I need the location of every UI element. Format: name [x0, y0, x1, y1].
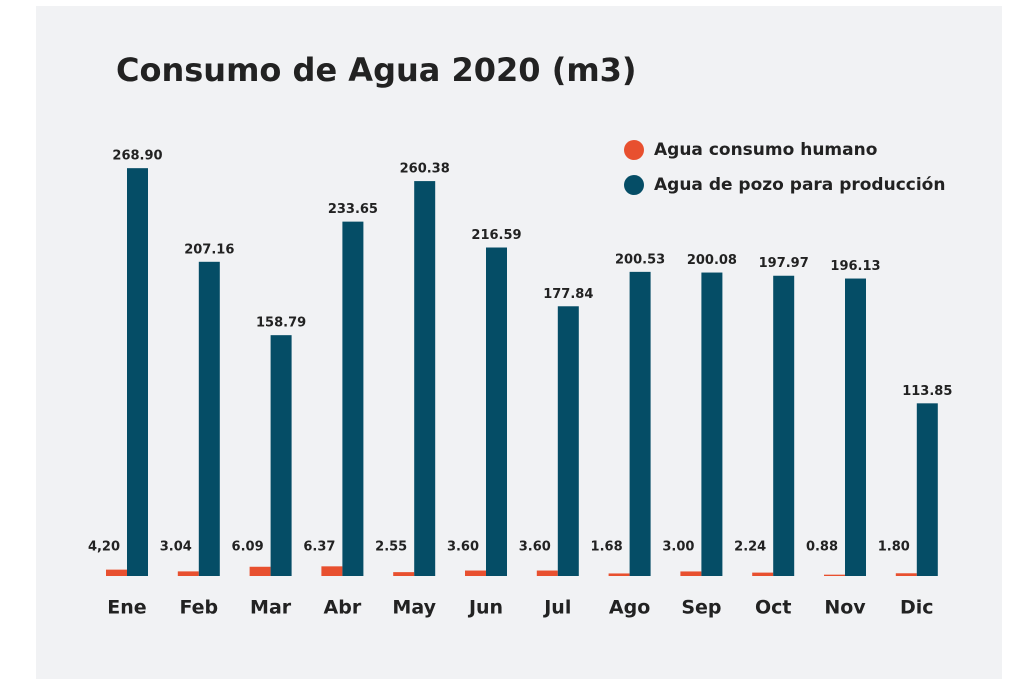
- data-label: 113.85: [902, 384, 952, 399]
- data-label: 200.53: [615, 252, 665, 267]
- data-label: 3.00: [662, 540, 694, 555]
- data-label: 2.24: [734, 540, 766, 555]
- x-tick-label: Dic: [900, 597, 934, 619]
- bar: [845, 278, 866, 576]
- x-tick-label: Mar: [250, 597, 292, 619]
- data-label: 1.80: [878, 540, 910, 555]
- data-label: 3.60: [447, 540, 479, 555]
- data-label: 233.65: [328, 202, 378, 217]
- bar: [557, 306, 579, 576]
- bar: [342, 221, 364, 576]
- data-label: 197.97: [759, 256, 809, 271]
- data-label: 177.84: [543, 287, 593, 302]
- x-tick-label: Jun: [467, 597, 503, 619]
- bar: [629, 271, 651, 576]
- x-tick-label: Ene: [107, 597, 146, 619]
- bar: [127, 168, 148, 576]
- data-label: 3.60: [519, 540, 551, 555]
- bar: [198, 261, 220, 576]
- bar: [752, 572, 774, 576]
- bar: [536, 570, 558, 576]
- data-label: 216.59: [471, 228, 521, 243]
- data-label: 2.55: [375, 540, 407, 555]
- data-label: 0.88: [806, 540, 838, 555]
- bar: [414, 181, 436, 576]
- bar: [680, 571, 702, 576]
- data-label: 3.04: [160, 540, 192, 555]
- x-tick-label: Oct: [755, 597, 792, 619]
- data-label: 260.38: [400, 162, 450, 177]
- data-label: 6.37: [303, 540, 335, 555]
- bar: [270, 335, 292, 576]
- x-tick-label: Ago: [609, 597, 650, 619]
- bar: [916, 403, 938, 576]
- x-tick-label: Sep: [681, 597, 721, 619]
- bar: [249, 566, 271, 576]
- data-label: 4,20: [88, 540, 120, 555]
- x-tick-label: Feb: [179, 597, 218, 619]
- bar: [393, 572, 415, 576]
- data-label: 207.16: [184, 242, 234, 257]
- x-tick-label: May: [392, 597, 436, 619]
- x-tick-label: Jul: [542, 597, 571, 619]
- data-label: 196.13: [830, 259, 880, 274]
- data-label: 200.08: [687, 253, 737, 268]
- legend-marker: [624, 140, 644, 160]
- panel: [36, 6, 1002, 679]
- data-label: 1.68: [591, 540, 623, 555]
- legend-marker: [624, 175, 644, 195]
- bar: [701, 272, 723, 576]
- bar: [824, 574, 845, 576]
- x-tick-label: Nov: [824, 597, 866, 619]
- bar: [486, 247, 507, 576]
- data-label: 158.79: [256, 316, 306, 331]
- bar: [321, 566, 343, 576]
- chart-title: Consumo de Agua 2020 (m3): [116, 51, 637, 89]
- bar: [177, 571, 199, 576]
- bar: [106, 569, 127, 576]
- x-tick-label: Abr: [324, 597, 362, 619]
- bar: [608, 573, 630, 576]
- legend-label: Agua de pozo para producción: [654, 175, 945, 195]
- bar: [465, 570, 486, 576]
- data-label: 6.09: [232, 540, 264, 555]
- legend-label: Agua consumo humano: [654, 140, 877, 160]
- bar: [895, 573, 917, 576]
- data-label: 268.90: [112, 149, 162, 164]
- bar: [773, 275, 795, 576]
